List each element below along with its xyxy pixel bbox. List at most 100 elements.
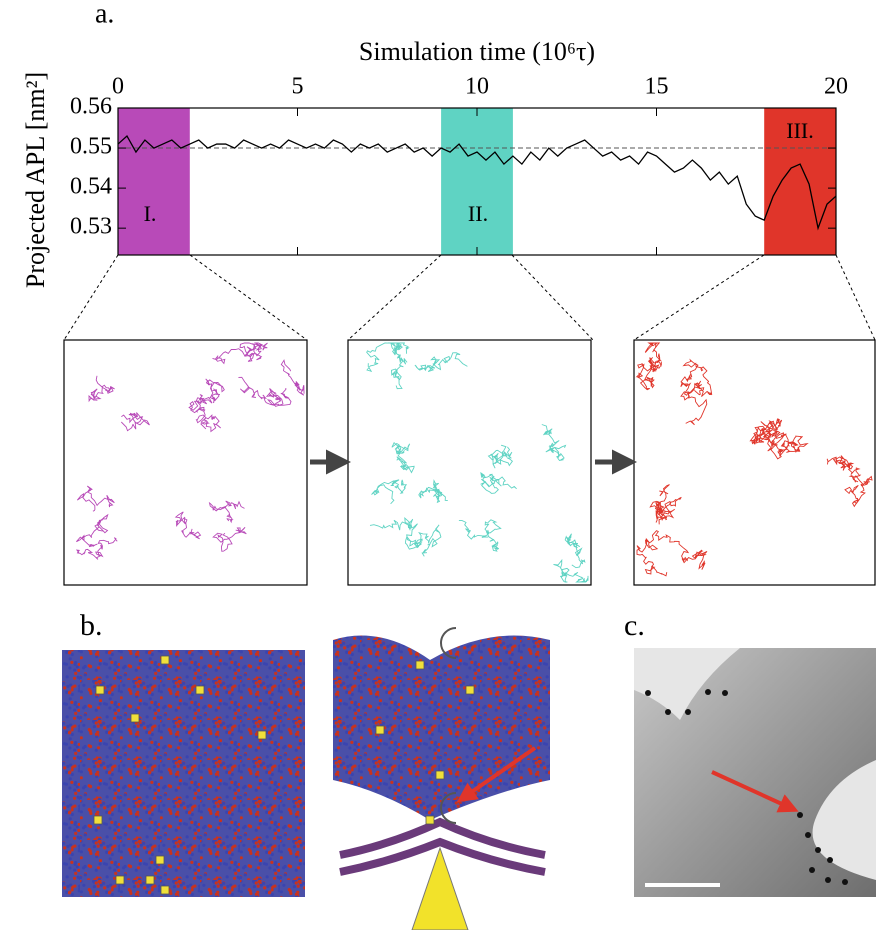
gold-particle (815, 847, 821, 853)
membrane-bent (333, 635, 550, 820)
trajectory (458, 519, 502, 552)
micrograph-light (634, 648, 876, 880)
highlight-region (764, 108, 836, 255)
gold-particle (685, 709, 691, 715)
protein (425, 815, 435, 825)
protein (93, 815, 103, 825)
trajectory (541, 424, 567, 461)
x-tick-label: 5 (292, 74, 304, 100)
rotate-icon (440, 627, 457, 659)
arrow (456, 746, 537, 803)
trajectory (391, 441, 415, 474)
trajectory (195, 406, 221, 433)
trajectory-box (633, 339, 876, 586)
trajectory (371, 479, 408, 505)
y-axis-title: Projected APL [nm²] (21, 72, 50, 288)
indenter (411, 846, 469, 930)
trajectory (188, 394, 213, 414)
gold-particles (645, 689, 848, 885)
highlight-region (118, 108, 190, 255)
trajectory (88, 375, 115, 403)
trajectory (212, 526, 247, 552)
trajectory-box (63, 339, 308, 586)
x-tick-label: 20 (824, 74, 848, 100)
gold-particle (825, 877, 831, 883)
x-tick-label: 0 (112, 74, 124, 100)
trajectory (244, 342, 268, 362)
protein (130, 713, 140, 723)
protein (375, 725, 385, 735)
trajectory (480, 471, 517, 494)
gold-particle (827, 857, 833, 863)
trajectory (749, 418, 785, 452)
trajectory (553, 558, 589, 583)
trajectory (564, 533, 586, 569)
gold-particle (705, 689, 711, 695)
trajectory (366, 342, 410, 372)
protein (115, 875, 125, 885)
trajectory-panels (63, 339, 876, 586)
gold-particle (842, 879, 848, 885)
protein (160, 655, 170, 665)
trajectory-box (347, 339, 592, 586)
panel-label: b. (80, 609, 103, 642)
protein (155, 855, 165, 865)
region-label: II. (468, 201, 488, 226)
protein (257, 730, 267, 740)
trajectory (266, 387, 292, 407)
panel-label: a. (95, 0, 114, 29)
data-line (117, 135, 837, 231)
gold-particle (805, 832, 811, 838)
trajectory (418, 479, 448, 504)
trajectory (635, 342, 662, 391)
trajectory (680, 358, 713, 426)
highlight-region (441, 108, 513, 255)
membrane-images (62, 627, 550, 930)
gold-particle (809, 867, 815, 873)
gold-particle (797, 812, 803, 818)
y-tick-label: 0.56 (70, 94, 112, 120)
y-tick-label: 0.54 (70, 174, 112, 200)
membrane-profile (339, 837, 546, 876)
trajectory (76, 513, 109, 548)
x-tick-label: 10 (465, 74, 489, 100)
trajectory (76, 485, 115, 512)
arrow (711, 770, 799, 813)
trajectory (636, 530, 708, 577)
rotate-icon (440, 792, 457, 824)
trajectory (212, 342, 257, 365)
panel-label: c. (624, 609, 645, 642)
trajectory (760, 420, 809, 460)
plot-area: I. II. III. 0 5 10 15 20 0.53 0.54 0.55 0.56 (70, 74, 848, 256)
gold-particle (722, 690, 728, 696)
trajectory (487, 444, 514, 469)
trajectory (280, 359, 305, 396)
em-image (634, 648, 876, 897)
trajectory (414, 352, 468, 373)
trajectory (120, 412, 150, 432)
trajectory (238, 376, 282, 406)
trajectory (391, 345, 408, 390)
trajectory (826, 455, 873, 508)
trajectory (369, 516, 423, 549)
region-label: I. (144, 201, 157, 226)
zoom-lines (63, 254, 876, 341)
trajectory (75, 537, 118, 560)
gold-particle (645, 690, 651, 696)
protein (465, 685, 475, 695)
region-label: III. (786, 118, 813, 143)
x-tick-label: 15 (645, 74, 669, 100)
x-axis-title: Simulation time (10⁶τ) (359, 37, 595, 66)
trajectory (208, 500, 245, 524)
protein (435, 770, 445, 780)
trajectory (649, 484, 682, 525)
protein (415, 660, 425, 670)
protein (195, 685, 205, 695)
protein (160, 885, 170, 895)
trajectory (404, 524, 442, 557)
trajectory (174, 511, 202, 540)
membrane-profile (339, 817, 546, 859)
protein (95, 685, 105, 695)
gold-particle (665, 709, 671, 715)
